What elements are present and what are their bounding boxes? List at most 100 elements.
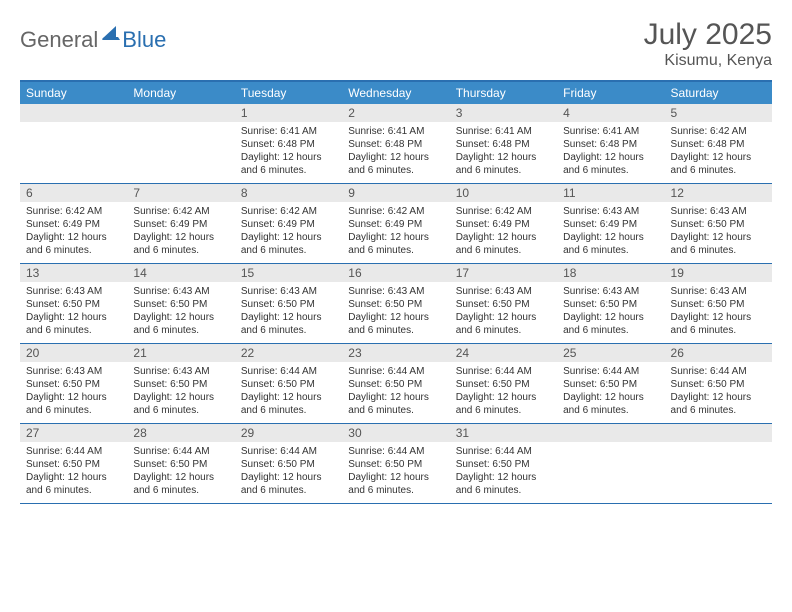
- logo-text-general: General: [20, 27, 98, 53]
- day-line: Daylight: 12 hours: [348, 151, 443, 164]
- day-line: Sunrise: 6:43 AM: [133, 285, 228, 298]
- day-cell: 10Sunrise: 6:42 AMSunset: 6:49 PMDayligh…: [450, 184, 557, 263]
- day-line: and 6 minutes.: [133, 244, 228, 257]
- day-body: Sunrise: 6:44 AMSunset: 6:50 PMDaylight:…: [342, 442, 449, 503]
- day-body: Sunrise: 6:42 AMSunset: 6:49 PMDaylight:…: [127, 202, 234, 263]
- day-body: [20, 122, 127, 180]
- day-line: and 6 minutes.: [456, 484, 551, 497]
- day-body: Sunrise: 6:44 AMSunset: 6:50 PMDaylight:…: [235, 442, 342, 503]
- day-line: Sunrise: 6:43 AM: [133, 365, 228, 378]
- day-line: and 6 minutes.: [456, 244, 551, 257]
- day-line: Sunrise: 6:41 AM: [563, 125, 658, 138]
- day-line: Daylight: 12 hours: [26, 471, 121, 484]
- day-cell: 2Sunrise: 6:41 AMSunset: 6:48 PMDaylight…: [342, 104, 449, 183]
- day-body: Sunrise: 6:44 AMSunset: 6:50 PMDaylight:…: [665, 362, 772, 423]
- day-body: [127, 122, 234, 180]
- day-cell: 31Sunrise: 6:44 AMSunset: 6:50 PMDayligh…: [450, 424, 557, 503]
- day-number: 1: [235, 104, 342, 122]
- day-line: and 6 minutes.: [456, 164, 551, 177]
- day-line: and 6 minutes.: [241, 324, 336, 337]
- day-number: 13: [20, 264, 127, 282]
- day-body: Sunrise: 6:43 AMSunset: 6:50 PMDaylight:…: [235, 282, 342, 343]
- day-number: 21: [127, 344, 234, 362]
- day-body: Sunrise: 6:43 AMSunset: 6:50 PMDaylight:…: [450, 282, 557, 343]
- day-line: Sunrise: 6:41 AM: [456, 125, 551, 138]
- day-line: Sunset: 6:50 PM: [348, 378, 443, 391]
- day-body: [557, 442, 664, 500]
- day-line: Sunset: 6:50 PM: [671, 378, 766, 391]
- day-cell: 16Sunrise: 6:43 AMSunset: 6:50 PMDayligh…: [342, 264, 449, 343]
- day-line: and 6 minutes.: [241, 404, 336, 417]
- day-number: 17: [450, 264, 557, 282]
- day-body: Sunrise: 6:43 AMSunset: 6:50 PMDaylight:…: [127, 282, 234, 343]
- day-line: Sunset: 6:50 PM: [671, 218, 766, 231]
- day-cell: 19Sunrise: 6:43 AMSunset: 6:50 PMDayligh…: [665, 264, 772, 343]
- logo: General Blue: [20, 24, 166, 55]
- day-body: Sunrise: 6:44 AMSunset: 6:50 PMDaylight:…: [127, 442, 234, 503]
- day-line: Sunrise: 6:43 AM: [26, 285, 121, 298]
- day-line: and 6 minutes.: [348, 484, 443, 497]
- day-line: Daylight: 12 hours: [241, 391, 336, 404]
- day-line: Daylight: 12 hours: [671, 151, 766, 164]
- day-line: Daylight: 12 hours: [241, 471, 336, 484]
- day-number: 22: [235, 344, 342, 362]
- day-number: 31: [450, 424, 557, 442]
- day-number: [127, 104, 234, 122]
- day-line: Daylight: 12 hours: [348, 231, 443, 244]
- week-row: 6Sunrise: 6:42 AMSunset: 6:49 PMDaylight…: [20, 184, 772, 264]
- day-cell: 6Sunrise: 6:42 AMSunset: 6:49 PMDaylight…: [20, 184, 127, 263]
- day-line: and 6 minutes.: [563, 404, 658, 417]
- day-line: Sunrise: 6:43 AM: [26, 365, 121, 378]
- day-number: 25: [557, 344, 664, 362]
- day-line: Sunrise: 6:42 AM: [671, 125, 766, 138]
- dow-saturday: Saturday: [665, 82, 772, 104]
- day-cell: 13Sunrise: 6:43 AMSunset: 6:50 PMDayligh…: [20, 264, 127, 343]
- day-cell: [127, 104, 234, 183]
- day-body: Sunrise: 6:41 AMSunset: 6:48 PMDaylight:…: [342, 122, 449, 183]
- day-body: Sunrise: 6:43 AMSunset: 6:50 PMDaylight:…: [20, 282, 127, 343]
- day-line: Sunrise: 6:42 AM: [241, 205, 336, 218]
- day-line: Sunset: 6:50 PM: [133, 378, 228, 391]
- day-line: Daylight: 12 hours: [133, 231, 228, 244]
- day-line: and 6 minutes.: [348, 244, 443, 257]
- day-line: Sunset: 6:50 PM: [348, 458, 443, 471]
- day-number: 26: [665, 344, 772, 362]
- day-line: Daylight: 12 hours: [133, 311, 228, 324]
- day-line: Sunset: 6:50 PM: [26, 458, 121, 471]
- day-line: Daylight: 12 hours: [26, 391, 121, 404]
- day-number: 2: [342, 104, 449, 122]
- day-cell: 23Sunrise: 6:44 AMSunset: 6:50 PMDayligh…: [342, 344, 449, 423]
- day-line: Sunrise: 6:42 AM: [133, 205, 228, 218]
- day-body: Sunrise: 6:44 AMSunset: 6:50 PMDaylight:…: [20, 442, 127, 503]
- day-line: and 6 minutes.: [348, 164, 443, 177]
- week-row: 1Sunrise: 6:41 AMSunset: 6:48 PMDaylight…: [20, 104, 772, 184]
- day-line: Daylight: 12 hours: [456, 471, 551, 484]
- day-line: Sunset: 6:48 PM: [671, 138, 766, 151]
- day-line: Sunset: 6:48 PM: [456, 138, 551, 151]
- week-row: 27Sunrise: 6:44 AMSunset: 6:50 PMDayligh…: [20, 424, 772, 504]
- day-body: Sunrise: 6:44 AMSunset: 6:50 PMDaylight:…: [235, 362, 342, 423]
- day-line: Sunrise: 6:44 AM: [563, 365, 658, 378]
- week-row: 20Sunrise: 6:43 AMSunset: 6:50 PMDayligh…: [20, 344, 772, 424]
- day-number: 29: [235, 424, 342, 442]
- weeks-container: 1Sunrise: 6:41 AMSunset: 6:48 PMDaylight…: [20, 104, 772, 504]
- day-body: Sunrise: 6:43 AMSunset: 6:50 PMDaylight:…: [665, 282, 772, 343]
- day-cell: 29Sunrise: 6:44 AMSunset: 6:50 PMDayligh…: [235, 424, 342, 503]
- day-number: 3: [450, 104, 557, 122]
- header: General Blue July 2025 Kisumu, Kenya: [20, 18, 772, 70]
- day-of-week-header: Sunday Monday Tuesday Wednesday Thursday…: [20, 82, 772, 104]
- day-line: Daylight: 12 hours: [348, 471, 443, 484]
- day-line: Sunset: 6:48 PM: [241, 138, 336, 151]
- day-line: and 6 minutes.: [241, 164, 336, 177]
- day-line: Sunset: 6:50 PM: [456, 458, 551, 471]
- dow-friday: Friday: [557, 82, 664, 104]
- day-number: 5: [665, 104, 772, 122]
- day-line: and 6 minutes.: [671, 164, 766, 177]
- day-body: Sunrise: 6:42 AMSunset: 6:49 PMDaylight:…: [450, 202, 557, 263]
- day-line: Daylight: 12 hours: [671, 231, 766, 244]
- day-line: and 6 minutes.: [671, 404, 766, 417]
- dow-tuesday: Tuesday: [235, 82, 342, 104]
- day-line: Sunset: 6:50 PM: [348, 298, 443, 311]
- day-cell: 26Sunrise: 6:44 AMSunset: 6:50 PMDayligh…: [665, 344, 772, 423]
- day-number: 27: [20, 424, 127, 442]
